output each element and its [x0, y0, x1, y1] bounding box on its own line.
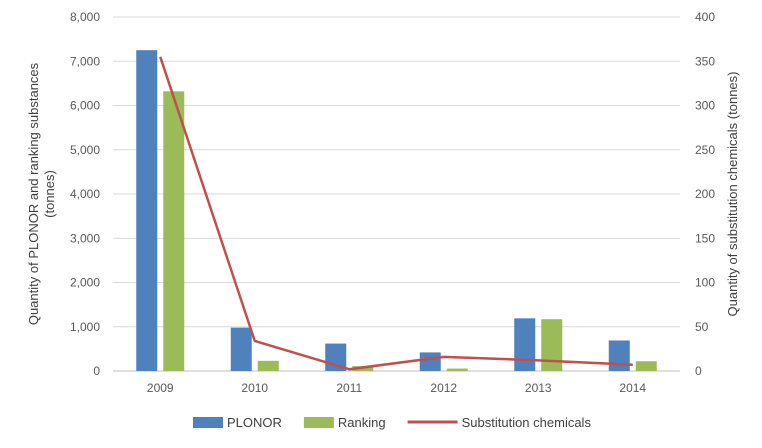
legend-label-plonor: PLONOR	[227, 415, 282, 430]
legend-swatch-ranking	[303, 417, 334, 428]
legend-label-substitution-chemicals: Substitution chemicals	[462, 415, 592, 430]
y-tick-right: 350	[695, 54, 715, 68]
x-tick-label: 2011	[336, 381, 362, 395]
y-tick-right: 0	[695, 364, 702, 378]
y-tick-left: 7,000	[70, 54, 100, 68]
y-tick-right: 400	[695, 10, 715, 24]
x-tick-label: 2009	[147, 381, 174, 395]
line-series	[159, 56, 633, 371]
y-tick-left: 5,000	[70, 143, 100, 157]
line-substitution-chemicals	[159, 56, 633, 371]
y-axis-title-left-line: Quantity of PLONOR and ranking substance…	[26, 62, 41, 325]
y-tick-right: 150	[695, 231, 715, 245]
bar-ranking	[163, 91, 185, 371]
y-tick-left: 6,000	[70, 99, 100, 113]
bar-ranking	[635, 361, 657, 371]
x-tick-label: 2010	[241, 381, 268, 395]
bar-plonor	[608, 340, 630, 371]
y-tick-left: 4,000	[70, 187, 100, 201]
gridlines	[113, 16, 680, 372]
y-tick-right: 250	[695, 143, 715, 157]
bar-plonor	[230, 327, 252, 371]
bars	[136, 50, 657, 371]
x-tick-label: 2012	[430, 381, 457, 395]
bar-ranking	[257, 360, 279, 371]
y-tick-left: 3,000	[70, 231, 100, 245]
y-tick-right: 200	[695, 187, 715, 201]
bar-plonor	[419, 352, 441, 371]
y-tick-right: 300	[695, 99, 715, 113]
y-axis-title-right: Quantity of substitution chemicals (tonn…	[725, 72, 740, 317]
bar-ranking	[446, 368, 468, 371]
bar-plonor	[514, 318, 536, 371]
bar-ranking	[541, 319, 563, 371]
y-tick-left: 2,000	[70, 276, 100, 290]
y-axis-title-left: Quantity of PLONOR and ranking substance…	[26, 62, 57, 325]
y-tick-left: 1,000	[70, 320, 100, 334]
x-tick-label: 2013	[525, 381, 552, 395]
y-tick-right: 50	[695, 320, 709, 334]
axes: 0 1,000 2,000 3,000 4,000 5,000 6,000 7,000 8,00…	[26, 10, 740, 395]
bar-plonor	[136, 50, 158, 371]
y-tick-right: 100	[695, 276, 715, 290]
y-axis-title-left-line: (tonnes)	[42, 170, 57, 218]
x-tick-label: 2014	[619, 381, 646, 395]
legend: PLONOR Ranking Substitution chemicals	[193, 415, 591, 430]
legend-label-ranking: Ranking	[338, 415, 386, 430]
y-tick-left: 0	[93, 364, 100, 378]
y-tick-left: 8,000	[70, 10, 100, 24]
legend-swatch-plonor	[193, 417, 223, 428]
